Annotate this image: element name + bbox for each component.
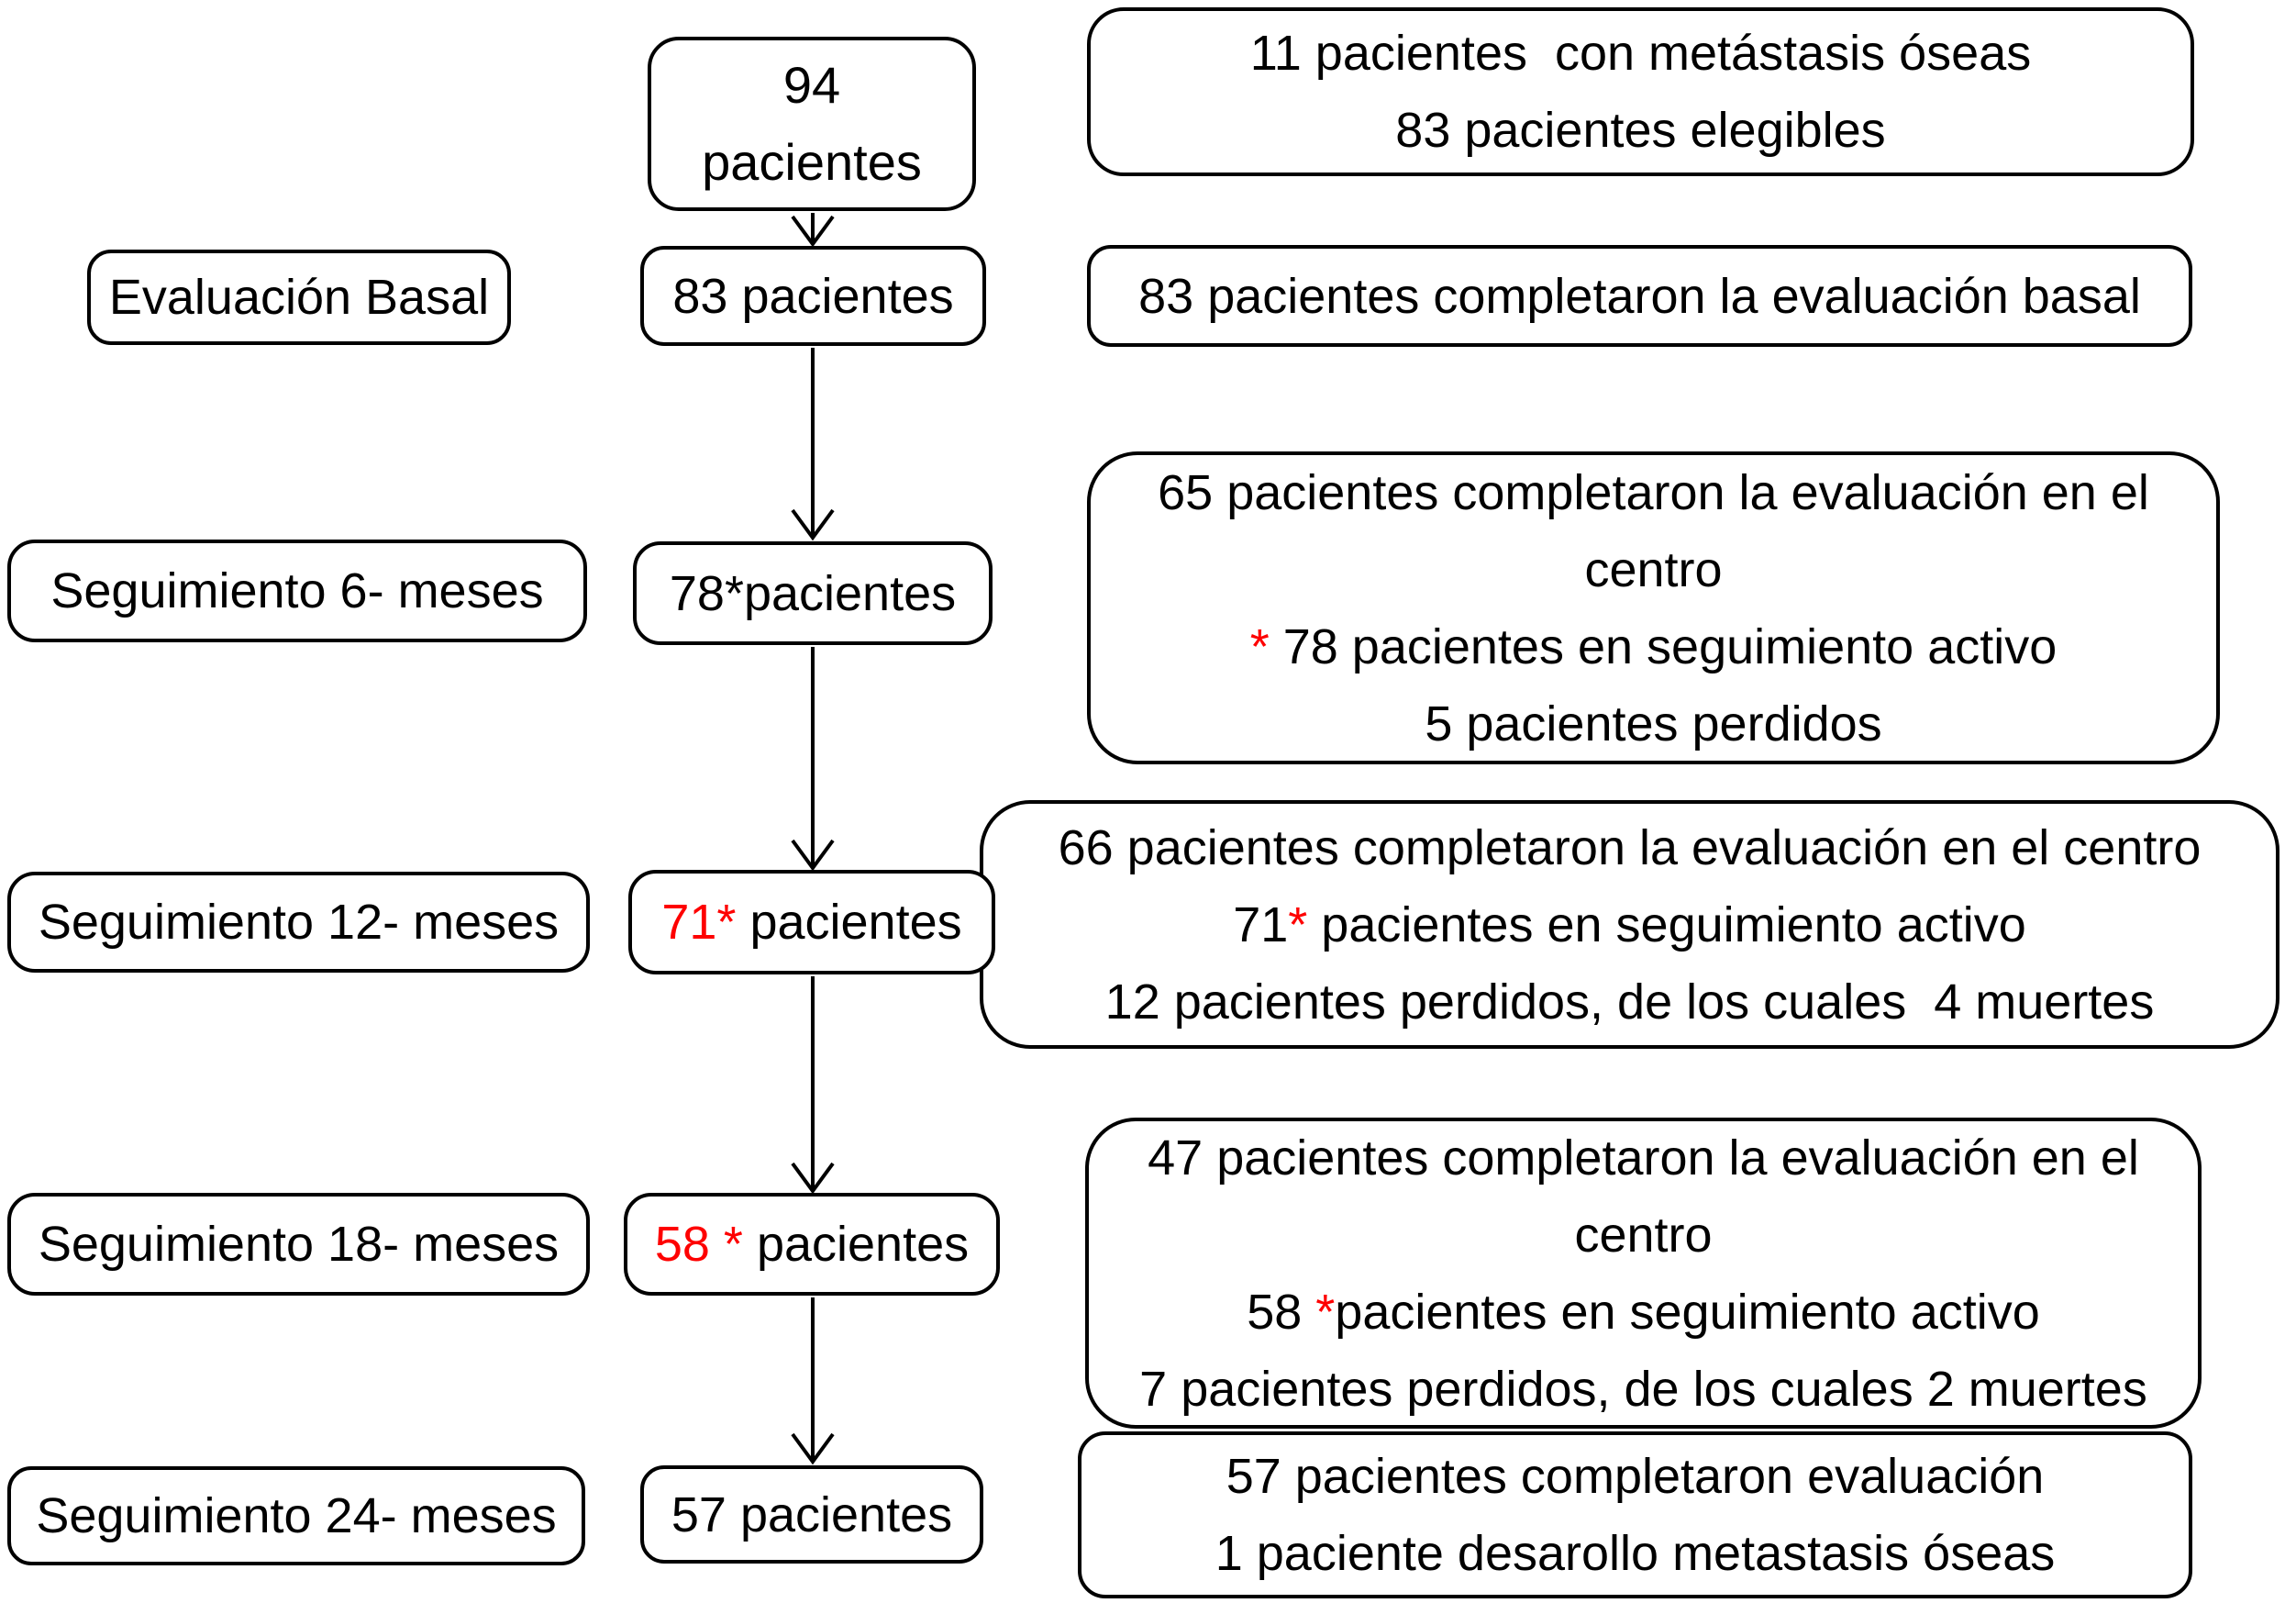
note-line: 83 pacientes completaron la evaluación b… — [1138, 268, 2141, 324]
note-line: 58 *pacientes en seguimiento activo — [1247, 1274, 2040, 1351]
stage-label-24-months: Seguimiento 24- meses — [7, 1466, 585, 1565]
note-line-text: pacientes en seguimiento activo — [1335, 1284, 2040, 1340]
count-line: pacientes — [702, 133, 922, 191]
stage-label-text: Seguimiento 24- meses — [36, 1488, 557, 1543]
flow-arrow-2 — [791, 348, 835, 541]
stage-label-text: Seguimiento 18- meses — [38, 1217, 560, 1272]
note-line: 71* pacientes en seguimiento activo — [1233, 886, 2026, 963]
stage-label-12-months: Seguimiento 12- meses — [7, 872, 590, 973]
count-line: 83 pacientes — [672, 268, 954, 324]
note-line: 57 pacientes completaron evaluación — [1226, 1449, 2045, 1504]
stage-label-text: Evaluación Basal — [108, 270, 490, 325]
red-asterisk: * — [1315, 1284, 1336, 1340]
count-red-part: 71* — [661, 895, 737, 950]
count-line: 57 pacientes — [671, 1486, 953, 1542]
count-box-6-months: 78*pacientes — [633, 541, 993, 645]
note-line-text: 58 — [1247, 1284, 1316, 1340]
note-line: 12 pacientes perdidos, de los cuales 4 m… — [1104, 974, 2155, 1030]
count-box-18-months: 58 * pacientes — [624, 1193, 1000, 1296]
note-line: 83 pacientes elegibles — [1395, 103, 1886, 158]
note-line: 47 pacientes completaron la evaluación e… — [1148, 1130, 2139, 1263]
stage-label-text: Seguimiento 12- meses — [38, 895, 560, 950]
note-line: 65 pacientes completaron la evaluación e… — [1158, 464, 2149, 597]
note-line-text: 78 pacientes en seguimiento activo — [1269, 618, 2058, 674]
note-line: * 78 pacientes en seguimiento activo — [1250, 608, 2058, 685]
note-line: 7 pacientes perdidos, de los cuales 2 mu… — [1139, 1361, 2147, 1417]
note-line: 1 paciente desarollo metastasis óseas — [1215, 1526, 2056, 1581]
count-black-part: pacientes — [736, 895, 962, 950]
red-asterisk: * — [1288, 896, 1308, 952]
flow-arrow-3 — [791, 647, 835, 872]
count-box-start: 94 pacientes — [648, 37, 976, 211]
note-box-enrollment: 11 pacientes con metástasis óseas 83 pac… — [1087, 7, 2194, 176]
note-line: 11 pacientes con metástasis óseas — [1249, 26, 2032, 81]
note-line-text: pacientes en seguimiento activo — [1307, 896, 2026, 952]
note-box-6-months: 65 pacientes completaron la evaluación e… — [1087, 451, 2220, 764]
flow-arrow-5 — [791, 1297, 835, 1465]
note-box-12-months: 66 pacientes completaron la evaluación e… — [980, 800, 2279, 1049]
red-asterisk: * — [1249, 618, 1270, 674]
note-box-18-months: 47 pacientes completaron la evaluación e… — [1085, 1118, 2202, 1429]
stage-label-6-months: Seguimiento 6- meses — [7, 540, 587, 642]
note-line-text: 71 — [1233, 896, 1289, 952]
count-box-baseline: 83 pacientes — [640, 246, 986, 346]
count-red-part: 58 * — [654, 1217, 743, 1272]
flow-arrow-1 — [791, 213, 835, 248]
count-line: 71* pacientes — [661, 884, 961, 961]
count-line: 78*pacientes — [669, 565, 957, 621]
count-box-12-months: 71* pacientes — [628, 870, 995, 974]
stage-label-text: Seguimiento 6- meses — [50, 563, 544, 618]
count-black-part: pacientes — [742, 1217, 970, 1272]
stage-label-18-months: Seguimiento 18- meses — [7, 1193, 590, 1296]
note-line: 66 pacientes completaron la evaluación e… — [1058, 819, 2202, 875]
count-line: 94 — [782, 56, 841, 114]
note-line: 5 pacientes perdidos — [1425, 696, 1882, 751]
count-box-24-months: 57 pacientes — [640, 1465, 983, 1564]
note-box-24-months: 57 pacientes completaron evaluación 1 pa… — [1078, 1431, 2192, 1598]
count-line: 58 * pacientes — [655, 1206, 969, 1283]
note-box-baseline: 83 pacientes completaron la evaluación b… — [1087, 245, 2192, 347]
flow-arrow-4 — [791, 976, 835, 1195]
stage-label-baseline: Evaluación Basal — [87, 250, 511, 345]
